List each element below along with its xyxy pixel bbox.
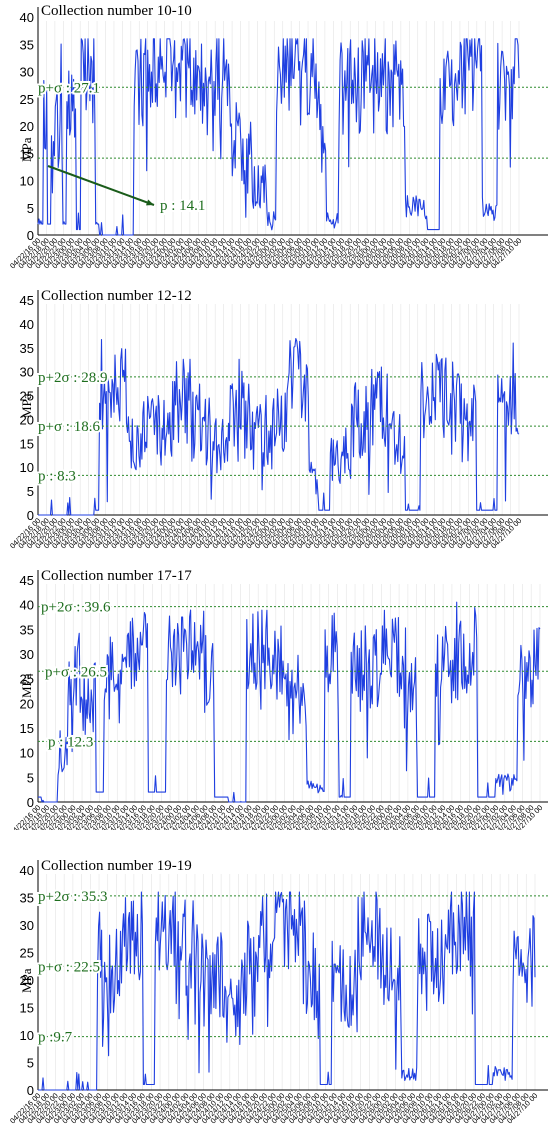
threshold-label-halo: p+σ : 18.6: [38, 419, 100, 435]
threshold-label-halo: p+2σ : 28.9: [38, 370, 107, 386]
y-tick-label: 35: [20, 891, 34, 906]
y-tick-label: 40: [20, 598, 34, 613]
y-tick-label: 45: [20, 573, 34, 588]
threshold-label: p+2σ : 35.3: [38, 889, 107, 905]
grid-lines: [37, 304, 520, 515]
y-tick-label: 35: [20, 622, 34, 637]
y-tick-label: 15: [20, 721, 34, 736]
y-tick-label: 25: [20, 946, 34, 961]
y-tick-label: 5: [27, 201, 34, 216]
y-tick-label: 0: [27, 1083, 34, 1098]
chart-title-4: Collection number 19-19: [41, 858, 192, 874]
y-axis-label-4: MPa: [19, 968, 34, 993]
y-tick-label: 40: [20, 10, 34, 25]
y-tick-label: 10: [20, 174, 34, 189]
annotation-arrow: [47, 165, 155, 206]
threshold-label: p+σ : 26.5: [45, 664, 107, 680]
y-tick-label: 10: [20, 1028, 34, 1043]
grid-lines: [37, 874, 536, 1090]
y-tick-label: 20: [20, 696, 34, 711]
y-tick-label: 0: [27, 508, 34, 523]
annotation-arrowhead: [146, 199, 154, 206]
threshold-label-halo: p+σ : 22.5: [38, 959, 100, 975]
chart-title-2: Collection number 12-12: [41, 288, 192, 304]
y-tick-label: 10: [20, 460, 34, 475]
threshold-label: p+σ : 27.1: [38, 80, 100, 96]
y-tick-label: 5: [27, 484, 34, 499]
threshold-label-halo: p : 12.3: [48, 734, 93, 750]
chart-panel-4: 0 5 10 15 20 25 30 35 40 04/22/16 00 04/22/18 00 04…: [0, 853, 550, 1129]
y-tick-label: 30: [20, 918, 34, 933]
threshold-label: p+σ : 22.5: [38, 959, 100, 975]
y-tick-label: 25: [20, 672, 34, 687]
y-tick-label: 10: [20, 746, 34, 761]
threshold-label-halo: p+σ : 26.5: [45, 664, 107, 680]
threshold-label: p : 12.3: [48, 734, 93, 750]
y-tick-label: 20: [20, 973, 34, 988]
threshold-label-halo: p :9.7: [38, 1030, 73, 1046]
y-tick-label: 30: [20, 365, 34, 380]
threshold-label: p : 14.1: [160, 198, 205, 214]
series-line: [38, 337, 520, 516]
series-line: [38, 891, 536, 1091]
y-tick-label: 15: [20, 436, 34, 451]
threshold-label: p+2σ : 28.9: [38, 370, 107, 386]
y-tick-label: 20: [20, 119, 34, 134]
threshold-label: p+σ : 18.6: [38, 419, 100, 435]
y-tick-label: 25: [20, 389, 34, 404]
y-tick-label: 30: [20, 647, 34, 662]
threshold-label: p : 8.3: [38, 468, 76, 484]
grid-lines: [37, 584, 541, 802]
y-tick-label: 35: [20, 341, 34, 356]
chart-panel-1: 0 5 10 15 20 25 30 35 40 04/22/16 00 04/22/18 00 04…: [0, 0, 550, 278]
y-tick-label: 15: [20, 1001, 34, 1016]
y-tick-label: 40: [20, 863, 34, 878]
series-line: [38, 601, 541, 803]
y-tick-label: 5: [27, 770, 34, 785]
y-axis-label-2: MPa: [19, 393, 34, 418]
y-tick-label: 40: [20, 317, 34, 332]
chart-title-3: Collection number 17-17: [41, 568, 192, 584]
y-tick-label: 25: [20, 92, 34, 107]
y-tick-label: 0: [27, 228, 34, 243]
y-tick-label: 35: [20, 37, 34, 52]
y-tick-label: 45: [20, 293, 34, 308]
chart-panel-3: 0 5 10 15 20 25 30 35 40 45 04/22/16 00 04/22/18 00…: [0, 564, 550, 830]
threshold-label: p :9.7: [38, 1030, 73, 1046]
threshold-label-halo: p+2σ : 35.3: [38, 889, 107, 905]
series-line: [37, 38, 520, 236]
y-tick-label: 20: [20, 412, 34, 427]
y-tick-label: 0: [27, 795, 34, 810]
threshold-label-halo: p+2σ : 39.6: [41, 600, 111, 616]
chart-title-1: Collection number 10-10: [41, 3, 192, 19]
y-tick-label: 5: [27, 1056, 34, 1071]
threshold-label-halo: p+σ : 27.1: [38, 80, 100, 96]
y-tick-label: 30: [20, 65, 34, 80]
threshold-label: p+2σ : 39.6: [41, 600, 111, 616]
chart-panel-2: 0 5 10 15 20 25 30 35 40 45 04/22/16 00 04/22/18 00…: [0, 284, 550, 558]
y-axis-label-1: MPa: [19, 137, 34, 162]
y-tick-label: 15: [20, 146, 34, 161]
threshold-label-halo: p : 14.1: [160, 198, 205, 214]
y-axis-label-3: MPa: [19, 673, 34, 698]
threshold-label-halo: p : 8.3: [38, 468, 76, 484]
